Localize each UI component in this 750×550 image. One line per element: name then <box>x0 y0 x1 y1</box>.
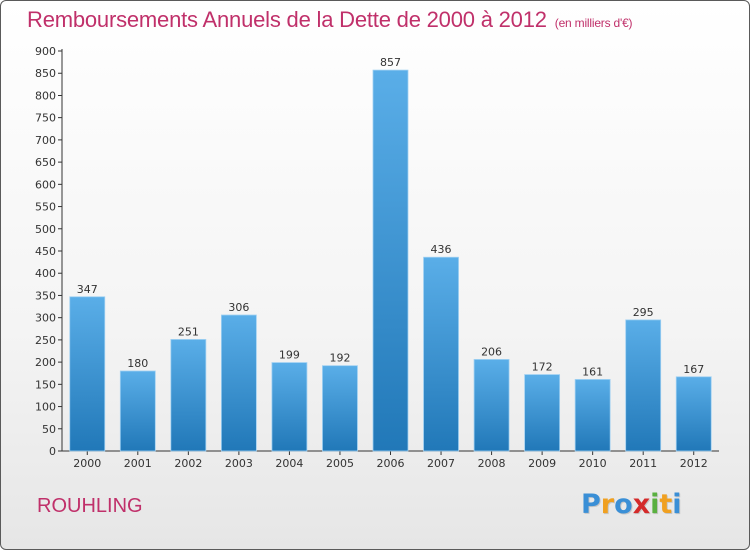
bar-2006 <box>372 69 409 452</box>
y-tick-label: 550 <box>35 201 56 214</box>
x-tick-label-2001: 2001 <box>124 457 152 470</box>
commune-name: ROUHLING <box>37 495 143 517</box>
bar-2002 <box>170 339 207 452</box>
chart-subtitle: (en milliers d'€) <box>554 16 633 30</box>
y-tick-label: 200 <box>35 356 56 369</box>
y-tick-label: 600 <box>35 178 56 191</box>
bar-2011 <box>625 319 662 452</box>
logo-letter: i <box>650 489 660 520</box>
data-label-2002: 251 <box>178 325 199 338</box>
x-tick-label-2004: 2004 <box>275 457 303 470</box>
x-tick-label-2005: 2005 <box>326 457 354 470</box>
y-tick-label: 650 <box>35 156 56 169</box>
data-label-2009: 172 <box>532 361 553 374</box>
x-tick-label-2009: 2009 <box>528 457 556 470</box>
data-label-2007: 436 <box>431 243 452 256</box>
y-tick-label: 150 <box>35 378 56 391</box>
logo-letter: o <box>614 489 633 520</box>
data-label-2004: 199 <box>279 349 300 362</box>
x-tick-label-2012: 2012 <box>680 457 708 470</box>
data-label-2001: 180 <box>127 357 148 370</box>
x-tick-label-2010: 2010 <box>579 457 607 470</box>
bar-2004 <box>271 362 308 452</box>
logo-letter: x <box>632 489 651 520</box>
x-tick-label-2000: 2000 <box>73 457 101 470</box>
bar-2010 <box>574 379 611 452</box>
y-tick-label: 850 <box>35 67 56 80</box>
data-label-2010: 161 <box>582 365 603 378</box>
y-tick-label: 900 <box>35 45 56 58</box>
x-tick-label-2008: 2008 <box>478 457 506 470</box>
y-tick-label: 0 <box>49 445 56 458</box>
y-tick-label: 50 <box>42 423 56 436</box>
x-tick-label-2006: 2006 <box>377 457 405 470</box>
data-label-2011: 295 <box>633 306 654 319</box>
y-tick-label: 500 <box>35 223 56 236</box>
logo-letter: P <box>581 489 601 520</box>
y-tick-label: 750 <box>35 112 56 125</box>
logo-letter: i <box>672 489 682 520</box>
x-tick-label-2011: 2011 <box>629 457 657 470</box>
data-label-2003: 306 <box>228 301 249 314</box>
bar-2001 <box>119 370 156 452</box>
x-tick-label-2002: 2002 <box>174 457 202 470</box>
data-label-2006: 857 <box>380 56 401 69</box>
data-label-2008: 206 <box>481 345 502 358</box>
data-label-2005: 192 <box>329 352 350 365</box>
bar-2000 <box>69 296 106 452</box>
data-label-2012: 167 <box>683 363 704 376</box>
proxiti-logo: Proxiti <box>581 489 682 520</box>
bar-2007 <box>423 256 459 452</box>
bar-2005 <box>322 365 358 452</box>
bar-2008 <box>473 359 510 452</box>
y-tick-label: 800 <box>35 89 56 102</box>
chart-title: Remboursements Annuels de la Dette de 20… <box>27 7 633 32</box>
y-tick-label: 700 <box>35 134 56 147</box>
x-tick-label-2007: 2007 <box>427 457 455 470</box>
bar-2009 <box>524 374 561 452</box>
bar-2003 <box>220 314 257 452</box>
y-tick-label: 250 <box>35 334 56 347</box>
y-tick-label: 400 <box>35 267 56 280</box>
y-tick-label: 300 <box>35 312 56 325</box>
bar-2012 <box>675 376 712 452</box>
y-tick-label: 450 <box>35 245 56 258</box>
data-label-2000: 347 <box>77 283 98 296</box>
y-tick-label: 100 <box>35 401 56 414</box>
y-tick-label: 350 <box>35 289 56 302</box>
logo-letter: t <box>659 489 673 520</box>
logo-letter: r <box>600 489 615 520</box>
x-tick-label-2003: 2003 <box>225 457 253 470</box>
